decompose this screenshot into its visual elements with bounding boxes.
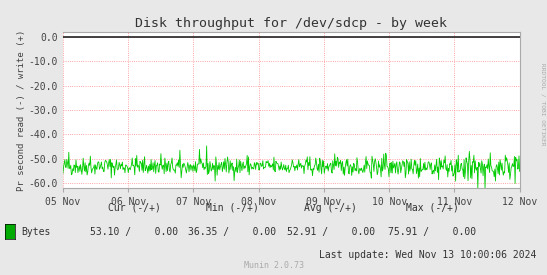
Text: Cur (-/+): Cur (-/+) — [108, 203, 160, 213]
Text: Min (-/+): Min (-/+) — [206, 203, 259, 213]
Text: RRDTOOL / TOBI OETIKER: RRDTOOL / TOBI OETIKER — [541, 63, 546, 146]
Text: Max (-/+): Max (-/+) — [406, 203, 458, 213]
Text: Avg (-/+): Avg (-/+) — [305, 203, 357, 213]
Text: 52.91 /    0.00: 52.91 / 0.00 — [287, 227, 375, 237]
Y-axis label: Pr second read (-) / write (+): Pr second read (-) / write (+) — [17, 29, 26, 191]
Title: Disk throughput for /dev/sdcp - by week: Disk throughput for /dev/sdcp - by week — [135, 17, 447, 31]
Text: 53.10 /    0.00: 53.10 / 0.00 — [90, 227, 178, 237]
Text: Munin 2.0.73: Munin 2.0.73 — [243, 261, 304, 270]
Text: 36.35 /    0.00: 36.35 / 0.00 — [188, 227, 277, 237]
Text: Bytes: Bytes — [21, 227, 50, 237]
Text: Last update: Wed Nov 13 10:00:06 2024: Last update: Wed Nov 13 10:00:06 2024 — [319, 250, 536, 260]
Text: 75.91 /    0.00: 75.91 / 0.00 — [388, 227, 476, 237]
